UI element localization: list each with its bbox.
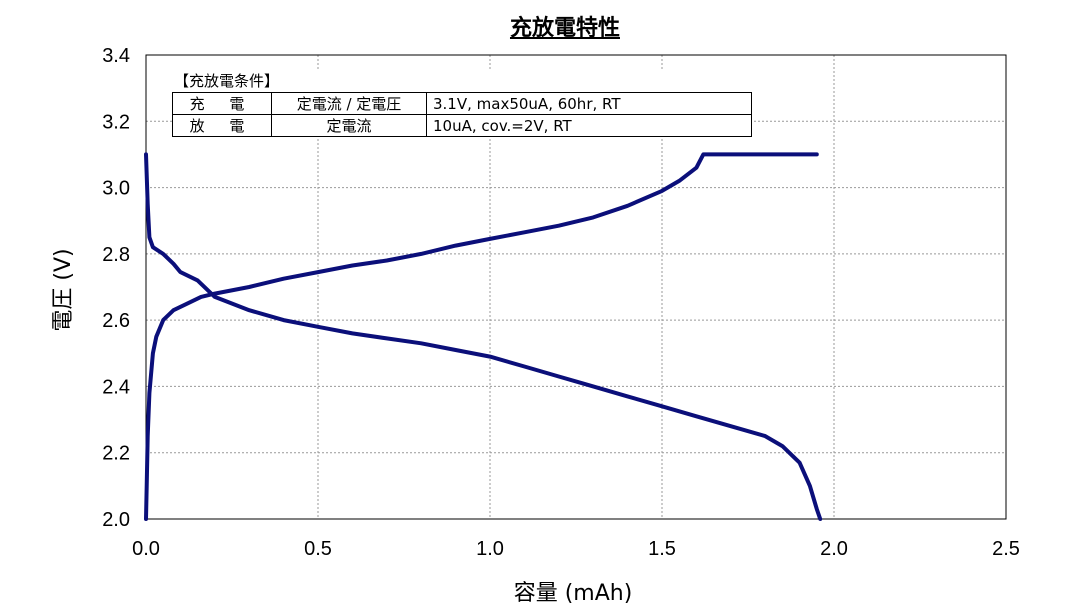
discharge-mode: 定電流 [271,114,427,137]
x-axis-label: 容量 (mAh) [514,581,633,606]
x-tick-label: 2.0 [820,538,848,560]
y-tick-label: 3.0 [102,178,130,200]
condition-row-charge: 充 電 定電流 / 定電圧 3.1V, max50uA, 60hr, RT [172,92,752,115]
y-tick-label: 3.2 [102,111,130,133]
y-tick-label: 2.4 [102,376,130,398]
charge-curve [144,152,819,521]
y-tick-label: 2.8 [102,244,130,266]
charge-mode: 定電流 / 定電圧 [271,92,427,115]
x-tick-label: 0.5 [304,538,332,560]
y-tick-label: 2.2 [102,443,130,465]
conditions-title: 【充放電条件】 [174,72,280,90]
x-tick-label: 0.0 [132,538,160,560]
series-lines [144,152,823,521]
x-tick-label: 2.5 [992,538,1020,560]
y-axis-label: 電圧 (V) [51,248,76,331]
charge-label: 充 電 [172,92,272,115]
chart-title: 充放電特性 [509,16,620,41]
x-tick-label: 1.0 [476,538,504,560]
discharge-label: 放 電 [172,114,272,137]
y-tick-label: 2.0 [102,509,130,531]
y-tick-label: 2.6 [102,310,130,332]
conditions-grid: 充 電 定電流 / 定電圧 3.1V, max50uA, 60hr, RT 放 … [172,92,752,137]
y-tick-labels: 2.0 2.2 2.4 2.6 2.8 3.0 3.2 3.4 [102,45,130,531]
conditions-table: 【充放電条件】 充 電 定電流 / 定電圧 3.1V, max50uA, 60h… [172,70,752,137]
charge-detail: 3.1V, max50uA, 60hr, RT [426,92,752,115]
plot-frame [145,54,1007,520]
discharge-detail: 10uA, cov.=2V, RT [426,114,752,137]
y-tick-label: 3.4 [102,45,130,67]
x-tick-label: 1.5 [648,538,676,560]
condition-row-discharge: 放 電 定電流 10uA, cov.=2V, RT [172,114,752,137]
discharge-curve [144,152,823,521]
x-tick-labels: 0.0 0.5 1.0 1.5 2.0 2.5 [132,538,1020,560]
